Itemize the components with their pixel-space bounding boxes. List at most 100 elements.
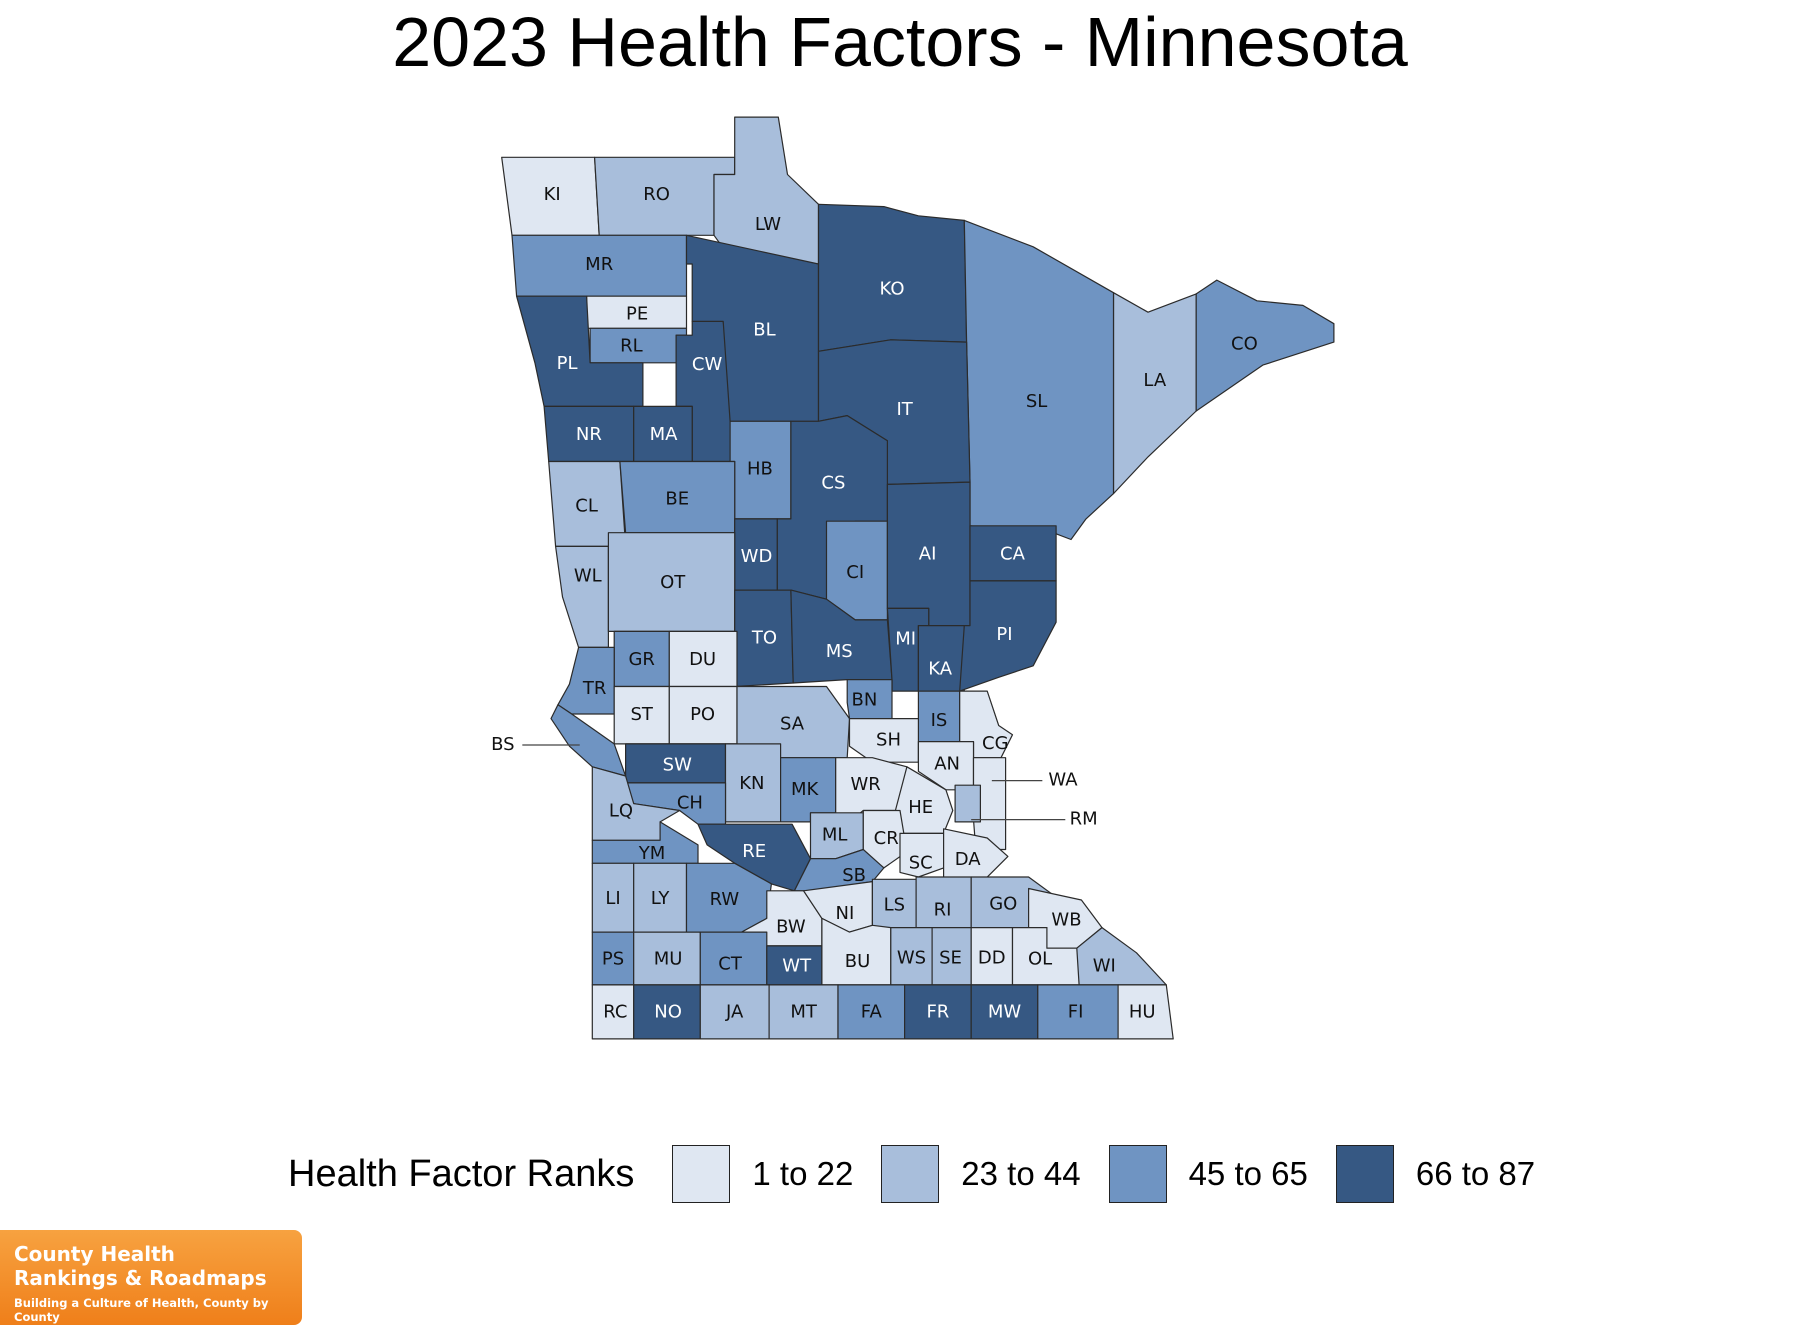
county-sl[interactable] — [963, 219, 1115, 541]
county-label-tr: TR — [582, 678, 607, 699]
legend-label: 45 to 65 — [1188, 1155, 1308, 1192]
county-label-sh: SH — [876, 729, 901, 750]
county-cr[interactable] — [862, 809, 908, 869]
county-lw[interactable] — [713, 116, 820, 265]
county-label-fa: FA — [861, 1002, 883, 1023]
county-label-hb: HB — [747, 459, 773, 480]
county-label-wd: WD — [741, 546, 773, 567]
county-label-wr: WR — [850, 774, 880, 795]
county-pi[interactable] — [959, 580, 1057, 692]
county-label-cl: CL — [575, 495, 598, 516]
county-label-bl: BL — [753, 320, 775, 341]
county-label-pi: PI — [996, 624, 1012, 645]
county-label-lq: LQ — [609, 801, 633, 822]
county-label-gr: GR — [628, 649, 654, 670]
county-la[interactable] — [1112, 292, 1197, 495]
legend-swatch — [672, 1145, 731, 1203]
county-da[interactable] — [942, 828, 1009, 892]
county-label-ly: LY — [651, 888, 671, 909]
county-label-be: BE — [665, 488, 689, 509]
legend-item-4: 66 to 87 — [1335, 1145, 1536, 1203]
county-label-ms: MS — [826, 641, 853, 662]
county-label-ot: OT — [660, 572, 686, 593]
county-label-bw: BW — [776, 917, 806, 938]
county-label-re: RE — [742, 841, 766, 862]
county-re[interactable] — [697, 823, 812, 892]
county-label-ma: MA — [650, 424, 679, 445]
county-label-fi: FI — [1068, 1002, 1084, 1023]
county-label-ws: WS — [897, 948, 926, 969]
legend-label: 66 to 87 — [1415, 1155, 1536, 1192]
county-label-rm: RM — [1070, 809, 1098, 830]
county-label-rl: RL — [620, 336, 643, 357]
legend-label: 23 to 44 — [961, 1155, 1081, 1192]
logo-line-1: County Health — [14, 1242, 175, 1266]
county-label-wl: WL — [574, 565, 602, 586]
county-label-rw: RW — [710, 889, 740, 910]
county-label-co: CO — [1231, 333, 1258, 354]
county-label-mw: MW — [988, 1002, 1022, 1023]
county-label-pe: PE — [626, 304, 648, 325]
county-label-ls: LS — [884, 895, 905, 916]
county-label-kn: KN — [739, 773, 764, 794]
county-label-bs: BS — [491, 734, 514, 755]
county-pl[interactable] — [515, 295, 644, 407]
county-label-ki: KI — [544, 184, 561, 205]
county-label-du: DU — [689, 649, 716, 670]
county-label-dd: DD — [978, 948, 1006, 969]
county-label-cr: CR — [874, 828, 899, 849]
county-label-to: TO — [751, 627, 777, 648]
county-label-st: ST — [630, 704, 653, 725]
county-label-ai: AI — [919, 544, 937, 565]
county-wi[interactable] — [1076, 926, 1167, 986]
legend-swatch — [1335, 1145, 1394, 1203]
county-sc[interactable] — [899, 832, 945, 878]
legend-title: Health Factor Ranks — [288, 1152, 635, 1195]
county-label-wi: WI — [1093, 956, 1116, 977]
county-label-rc: RC — [603, 1002, 627, 1023]
county-label-ct: CT — [718, 953, 743, 974]
legend-item-2: 23 to 44 — [881, 1145, 1081, 1203]
legend-item-1: 1 to 22 — [672, 1145, 853, 1203]
chrr-logo[interactable]: County Health Rankings & Roadmaps Buildi… — [0, 1230, 302, 1325]
county-label-bu: BU — [845, 951, 871, 972]
county-label-ci: CI — [846, 562, 864, 583]
county-label-mu: MU — [654, 949, 683, 970]
county-label-ch: CH — [677, 793, 703, 814]
county-label-sl: SL — [1026, 391, 1047, 412]
county-co[interactable] — [1195, 279, 1335, 412]
legend-swatch — [1108, 1145, 1167, 1203]
minnesota-county-map: KI RO LW MR PE RL PL CW BL KO LA CO SL IT NR MA HB CL BE CS… — [491, 116, 1335, 1040]
county-label-ka: KA — [928, 658, 952, 679]
county-label-mt: MT — [790, 1002, 818, 1023]
county-label-go: GO — [989, 894, 1017, 915]
county-label-cg: CG — [982, 733, 1009, 754]
county-label-bn: BN — [851, 689, 877, 710]
legend: Health Factor Ranks 1 to 22 23 to 44 45 … — [288, 1142, 1563, 1206]
county-label-da: DA — [955, 849, 982, 870]
county-sh[interactable] — [848, 717, 920, 763]
county-label-ca: CA — [1000, 544, 1026, 565]
county-label-mk: MK — [791, 779, 820, 800]
county-rm[interactable] — [954, 784, 982, 823]
county-hu[interactable] — [1117, 984, 1174, 1040]
county-label-ol: OL — [1028, 949, 1052, 970]
logo-line-2: Rankings & Roadmaps — [14, 1266, 267, 1290]
county-label-he: HE — [908, 797, 933, 818]
county-label-ri: RI — [934, 899, 952, 920]
county-label-lw: LW — [755, 214, 781, 235]
callout-leaders — [522, 744, 1066, 821]
county-label-li: LI — [605, 888, 620, 909]
county-label-ml: ML — [822, 825, 848, 846]
county-label-an: AN — [934, 754, 960, 775]
county-label-hu: HU — [1129, 1002, 1156, 1023]
county-label-mi: MI — [895, 628, 916, 649]
county-label-mr: MR — [585, 254, 613, 275]
map-title: 2023 Health Factors - Minnesota — [392, 3, 1408, 81]
legend-label: 1 to 22 — [752, 1155, 854, 1192]
county-label-is: IS — [931, 710, 948, 731]
county-labels: KI RO LW MR PE RL PL CW BL KO LA CO SL IT NR MA HB CL BE CS… — [491, 184, 1258, 1022]
county-label-pl: PL — [557, 353, 578, 374]
county-wl[interactable] — [554, 545, 610, 649]
county-label-ja: JA — [725, 1002, 744, 1023]
